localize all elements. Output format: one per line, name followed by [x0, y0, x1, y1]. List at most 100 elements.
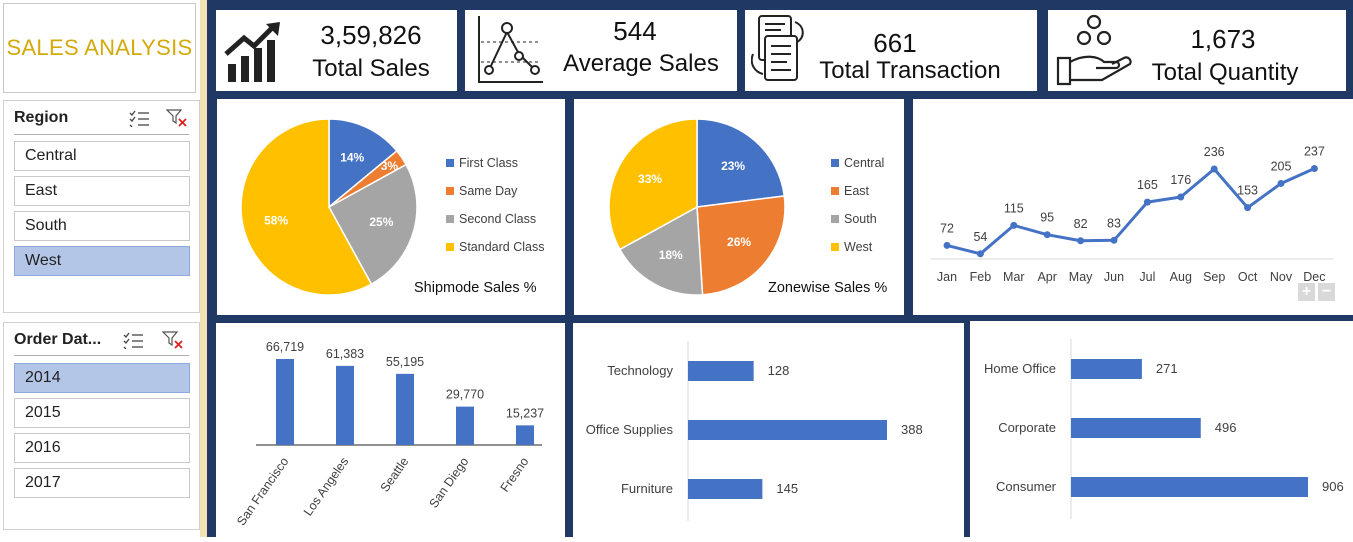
- region-slicer-item-east[interactable]: East: [14, 176, 190, 206]
- order-date-slicer-item-2016[interactable]: 2016: [14, 433, 190, 463]
- data-label: 29,770: [446, 388, 484, 402]
- category-chart-panel: Technology 128 Office Supplies 388 Furniture…: [573, 323, 964, 537]
- x-tick-label: Los Angeles: [301, 455, 352, 519]
- legend-swatch: [831, 243, 839, 251]
- data-label: 237: [1304, 145, 1325, 159]
- data-point: [1210, 165, 1218, 173]
- x-tick-label: San Diego: [427, 455, 472, 511]
- slice-label: 58%: [264, 214, 288, 228]
- expand-button[interactable]: +: [1298, 283, 1315, 301]
- slice-label: 14%: [340, 151, 364, 165]
- order-date-slicer-item-2015[interactable]: 2015: [14, 398, 190, 428]
- dashboard-title: SALES ANALYSIS: [6, 35, 193, 60]
- data-label: 115: [1004, 201, 1024, 215]
- pie-slice: [328, 118, 398, 209]
- x-tick-label: Sep: [1203, 270, 1225, 284]
- data-label: 15,237: [506, 406, 544, 420]
- data-label: 388: [901, 422, 923, 437]
- y-tick-label: Technology: [607, 363, 673, 378]
- data-label: 72: [940, 221, 954, 235]
- segment-bar-chart: Home Office 271 Corporate 496 Consumer 906: [984, 339, 1344, 519]
- x-tick-label: San Francisco: [234, 455, 291, 529]
- y-tick-label: Furniture: [621, 481, 673, 496]
- clear-filter-icon[interactable]: [162, 331, 184, 349]
- city-chart-panel: 66,719 San Francisco 61,383 Los Angeles 55,1…: [216, 323, 565, 537]
- x-tick-label: Aug: [1170, 270, 1192, 284]
- shipmode-chart-panel: 14% 3% 25% 58% First Class Same Day Second Cla…: [217, 99, 565, 315]
- total-transaction-label: Total Transaction: [819, 57, 1001, 84]
- shipmode-pie-chart: 14% 3% 25% 58% First Class Same Day Second Cla…: [240, 118, 544, 296]
- x-tick-label: Seattle: [378, 455, 412, 495]
- multi-select-icon[interactable]: [128, 109, 150, 127]
- x-tick-label: Feb: [970, 270, 992, 284]
- legend-label: Second Class: [459, 212, 536, 226]
- monthly-chart-panel: 72 Jan 54 Feb 115 Mar 95 Apr 82 May 83 Jun 165 Jul 176…: [913, 99, 1353, 315]
- legend-swatch: [446, 187, 454, 195]
- bar: [1071, 418, 1201, 438]
- slice-label: 33%: [638, 172, 662, 186]
- pie-slice: [696, 195, 786, 296]
- title-box: SALES ANALYSIS: [3, 3, 196, 93]
- order-date-slicer-item-2014[interactable]: 2014: [14, 363, 190, 393]
- data-label: 82: [1074, 217, 1088, 231]
- multi-select-icon[interactable]: [122, 331, 144, 349]
- legend-label: First Class: [459, 156, 518, 170]
- data-label: 95: [1040, 211, 1054, 225]
- data-label: 55,195: [386, 355, 424, 369]
- data-label: 165: [1137, 178, 1158, 192]
- legend-label: South: [844, 212, 877, 226]
- data-point: [1310, 165, 1318, 173]
- data-label: 66,719: [266, 340, 304, 354]
- data-label: 496: [1215, 420, 1237, 435]
- kpi-total-sales: 3,59,826 Total Sales: [216, 10, 457, 91]
- category-bar-chart: Technology 128 Office Supplies 388 Furniture…: [586, 341, 923, 521]
- city-bar-chart: 66,719 San Francisco 61,383 Los Angeles 55,1…: [234, 340, 544, 529]
- legend-swatch: [446, 243, 454, 251]
- bar: [336, 365, 354, 445]
- data-point: [1077, 237, 1085, 245]
- pie-slice: [618, 205, 704, 296]
- data-label: 128: [768, 363, 790, 378]
- region-slicer-item-central[interactable]: Central: [14, 141, 190, 171]
- slicer-divider: [14, 355, 189, 356]
- x-tick-label: Jul: [1139, 270, 1155, 284]
- total-quantity-label: Total Quantity: [1151, 59, 1299, 86]
- bar-growth-icon: [224, 22, 280, 82]
- zonewise-chart-panel: 23% 26% 18% 33% Central East South West Zonewise…: [574, 99, 904, 315]
- bar: [516, 425, 534, 445]
- data-label: 61,383: [326, 347, 364, 361]
- order-date-slicer-item-2017[interactable]: 2017: [14, 468, 190, 498]
- x-tick-label: Mar: [1003, 270, 1025, 284]
- x-tick-label: Jun: [1104, 270, 1124, 284]
- bar: [276, 359, 294, 445]
- data-label: 54: [973, 230, 987, 244]
- x-tick-label: Oct: [1238, 270, 1258, 284]
- x-tick-label: Jan: [937, 270, 957, 284]
- kpi-total-quantity: 1,673 Total Quantity: [1048, 10, 1346, 91]
- bar: [1071, 359, 1142, 379]
- data-label: 906: [1322, 479, 1344, 494]
- pie-slice: [696, 118, 786, 208]
- monthly-line-chart: 72 Jan 54 Feb 115 Mar 95 Apr 82 May 83 Jun 165 Jul 176…: [931, 145, 1333, 284]
- clear-filter-icon[interactable]: [166, 109, 188, 127]
- x-tick-label: May: [1069, 270, 1093, 284]
- region-slicer-item-west[interactable]: West: [14, 246, 190, 276]
- data-point: [1043, 231, 1051, 239]
- region-slicer: Region Central East South West: [3, 100, 200, 313]
- data-label: 236: [1204, 145, 1225, 159]
- kpi-average-sales: 544 Average Sales: [465, 10, 737, 91]
- data-point: [1244, 204, 1252, 212]
- legend-swatch: [446, 215, 454, 223]
- divider-strip: [200, 0, 207, 537]
- total-transaction-value: 661: [873, 28, 917, 58]
- chart-title: Zonewise Sales %: [768, 280, 887, 296]
- collapse-button[interactable]: −: [1318, 283, 1335, 301]
- order-date-slicer-title: Order Dat...: [14, 331, 102, 348]
- line-chart-icon: [478, 16, 543, 83]
- series-line: [946, 167, 1316, 256]
- slice-label: 25%: [369, 215, 393, 229]
- legend-swatch: [831, 159, 839, 167]
- legend-swatch: [446, 159, 454, 167]
- region-slicer-item-south[interactable]: South: [14, 211, 190, 241]
- data-label: 205: [1271, 159, 1292, 173]
